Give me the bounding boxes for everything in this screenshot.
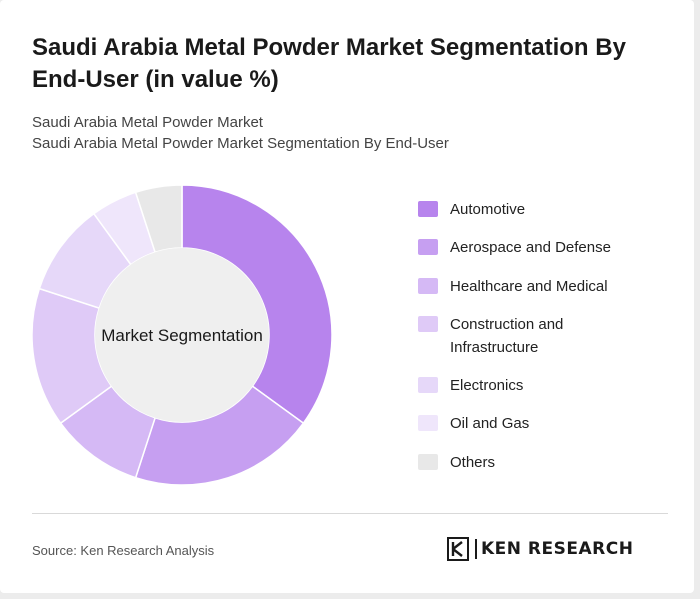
center-label: Market Segmentation [101,326,263,345]
legend-item-healthcare: Healthcare and Medical [418,275,650,298]
legend-swatch [418,415,438,431]
legend-label: Others [450,454,496,471]
chart-title: Saudi Arabia Metal Powder Market Segment… [32,34,626,93]
legend-label: Construction and Infrastructure [450,316,564,356]
legend-swatch [418,316,438,332]
donut-chart: Market Segmentation [31,184,333,486]
footer-divider [32,513,668,514]
ken-research-logo-mark-icon [447,537,469,561]
legend-label: Aerospace and Defense [450,239,611,256]
legend-item-oil-gas: Oil and Gas [418,412,650,435]
legend-item-aerospace: Aerospace and Defense [418,236,650,259]
legend-item-automotive: Automotive [418,198,650,221]
subtitle-segmentation: Saudi Arabia Metal Powder Market Segment… [32,135,449,152]
logo-wordmark: KEN RESEARCH [481,539,634,559]
donut-hole [95,248,269,422]
logo-divider [475,539,477,559]
legend-swatch [418,454,438,470]
legend-swatch [418,278,438,294]
legend-label: Automotive [450,201,526,218]
legend-label: Healthcare and Medical [450,278,608,295]
donut-slices [31,184,333,486]
subtitle-market: Saudi Arabia Metal Powder Market [32,114,263,131]
legend-swatch [418,377,438,393]
legend-swatch [418,201,438,217]
legend-label: Electronics [450,377,524,394]
legend-item-others: Others [418,451,650,474]
legend-item-construction: Construction and Infrastructure [418,313,650,359]
ken-research-logo: KEN RESEARCH [447,537,633,561]
source-note: Source: Ken Research Analysis [32,543,215,558]
legend-label: Oil and Gas [450,415,530,432]
legend-swatch [418,239,438,255]
legend-item-electronics: Electronics [418,374,650,397]
